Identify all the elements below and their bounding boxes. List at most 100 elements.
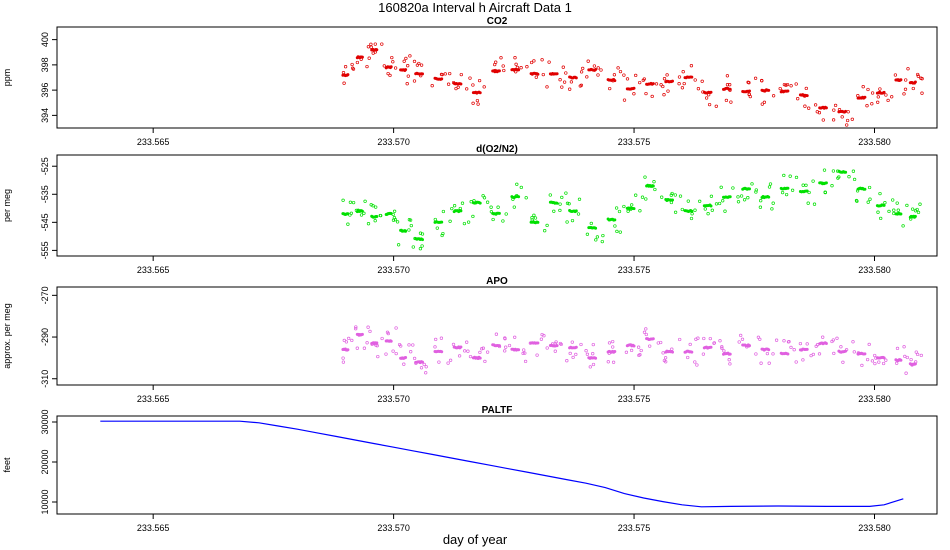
apo-point: [568, 351, 572, 356]
apo-point: [476, 356, 480, 361]
co2-point: [404, 68, 408, 72]
co2-point: [612, 73, 617, 77]
d-o2-n2-point: [653, 187, 657, 192]
apo-point: [504, 345, 508, 349]
co2-point: [586, 59, 590, 63]
apo-point: [579, 342, 583, 347]
apo-point: [611, 360, 616, 364]
paltf-y-tick-label: 30000: [40, 409, 50, 434]
co2-data: [341, 42, 924, 127]
apo-y-tick-label: -310: [40, 370, 50, 388]
d-o2-n2-y-tick-label: -535: [40, 185, 50, 203]
co2-point: [904, 78, 908, 82]
apo-panel: APO approx. per meg 233.565 233.570 233.575 2…: [2, 276, 938, 404]
d-o2-n2-point: [652, 180, 656, 184]
apo-y-axis-label: approx. per meg: [2, 303, 12, 369]
co2-point: [866, 87, 870, 92]
d-o2-n2-point: [754, 190, 758, 194]
apo-point: [632, 344, 636, 348]
apo-point: [341, 356, 345, 360]
paltf-x-tick-label: 233.565: [137, 523, 170, 533]
co2-point: [680, 86, 685, 90]
co2-point: [659, 83, 663, 87]
apo-point: [651, 337, 655, 341]
co2-x-tick-label: 233.570: [377, 137, 410, 147]
d-o2-n2-point: [698, 199, 702, 203]
co2-point: [497, 69, 501, 73]
apo-point: [354, 327, 358, 331]
co2-point: [476, 102, 480, 106]
apo-point: [860, 363, 864, 368]
d-o2-n2-point: [359, 213, 364, 217]
apo-point: [747, 344, 751, 348]
co2-point: [494, 60, 498, 64]
d-o2-n2-point: [686, 199, 690, 203]
apo-point: [809, 353, 813, 358]
co2-point: [846, 110, 850, 114]
co2-x-tick-label: 233.565: [137, 137, 170, 147]
apo-point: [574, 352, 578, 357]
d-o2-n2-point: [501, 219, 505, 223]
co2-point: [493, 68, 497, 73]
apo-point: [727, 358, 731, 362]
d-o2-n2-point: [909, 217, 913, 221]
d-o2-n2-point: [565, 220, 569, 224]
d-o2-n2-point: [671, 198, 674, 202]
apo-point: [870, 359, 875, 363]
apo-point: [915, 352, 920, 357]
d-o2-n2-point: [348, 200, 353, 204]
d-o2-n2-point: [851, 169, 856, 173]
apo-point: [686, 355, 690, 360]
apo-point: [434, 337, 438, 342]
co2-point: [555, 72, 559, 76]
co2-point: [532, 59, 536, 63]
d-o2-n2-point: [790, 188, 795, 192]
co2-point: [342, 81, 346, 85]
apo-point: [867, 342, 871, 347]
d-o2-n2-point: [878, 191, 882, 196]
apo-point: [884, 358, 888, 362]
d-o2-n2-point: [882, 203, 886, 207]
co2-point: [346, 73, 350, 77]
co2-point: [763, 89, 767, 93]
co2-point: [677, 75, 682, 79]
apo-point: [792, 348, 796, 352]
apo-point: [384, 352, 388, 356]
apo-point: [446, 361, 450, 365]
apo-point: [459, 345, 463, 349]
paltf-y-tick-label: 20000: [40, 449, 50, 474]
d-o2-n2-point: [767, 195, 771, 199]
apo-point: [483, 359, 487, 364]
co2-point: [878, 87, 882, 91]
co2-point: [707, 102, 712, 107]
co2-point: [767, 88, 771, 92]
d-o2-n2-point: [413, 236, 417, 241]
apo-point: [513, 335, 517, 339]
d-o2-n2-point: [728, 195, 732, 199]
d-o2-n2-y-tick-label: -545: [40, 213, 50, 231]
apo-point: [594, 356, 598, 360]
apo-point: [670, 347, 674, 351]
co2-point: [760, 102, 764, 106]
co2-point: [916, 72, 920, 77]
co2-point: [459, 72, 463, 77]
co2-point: [748, 89, 751, 93]
co2-point: [430, 84, 434, 88]
apo-point: [919, 353, 923, 358]
co2-point: [367, 56, 371, 60]
co2-point: [547, 60, 551, 64]
co2-point: [373, 50, 377, 54]
co2-point: [861, 85, 865, 89]
d-o2-n2-point: [891, 198, 895, 202]
apo-point: [720, 346, 724, 350]
apo-point: [815, 343, 820, 347]
d-o2-n2-point: [341, 198, 345, 202]
co2-point: [634, 73, 638, 78]
co2-y-tick-label: 394: [40, 108, 50, 123]
co2-point: [596, 73, 600, 77]
d-o2-n2-point: [532, 213, 536, 217]
apo-point: [422, 362, 426, 367]
co2-point: [412, 59, 417, 64]
d-o2-n2-point: [440, 220, 444, 224]
apo-x-tick-label: 233.565: [137, 394, 170, 404]
